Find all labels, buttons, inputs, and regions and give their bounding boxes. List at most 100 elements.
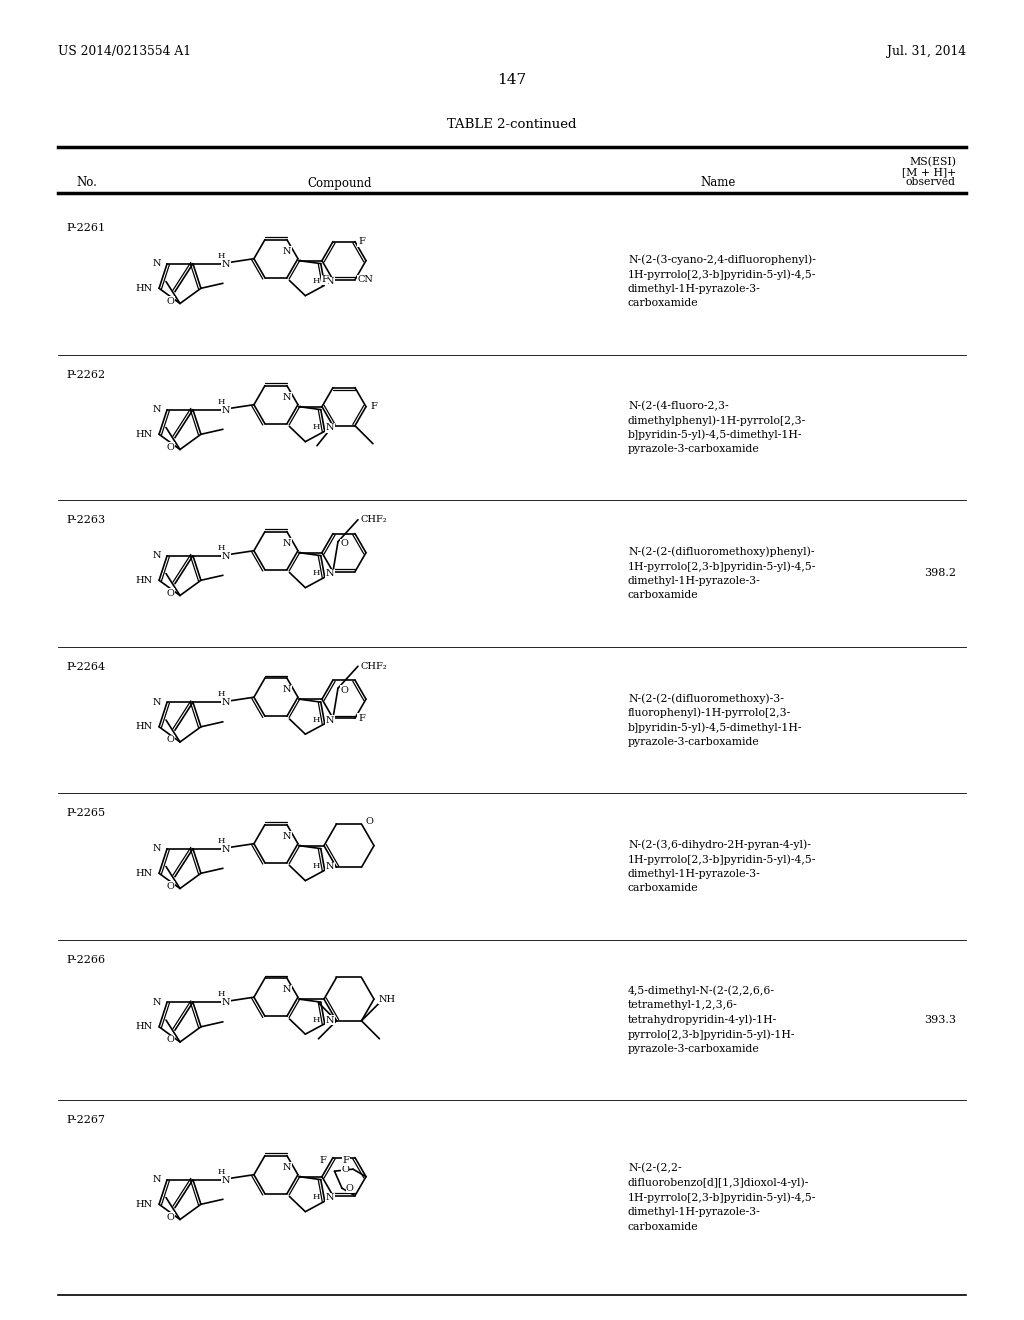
Text: CHF₂: CHF₂: [361, 515, 388, 524]
Text: O: O: [341, 1164, 349, 1173]
Text: P-2265: P-2265: [66, 808, 105, 818]
Text: O: O: [167, 1035, 175, 1044]
Text: N: N: [326, 277, 334, 286]
Text: H: H: [312, 424, 319, 432]
Text: dimethyl-1H-pyrazole-3-: dimethyl-1H-pyrazole-3-: [628, 869, 761, 879]
Text: P-2261: P-2261: [66, 223, 105, 234]
Text: O: O: [167, 442, 175, 451]
Text: N: N: [283, 685, 291, 694]
Text: [M + H]+: [M + H]+: [902, 168, 956, 177]
Text: 1H-pyrrolo[2,3-b]pyridin-5-yl)-4,5-: 1H-pyrrolo[2,3-b]pyridin-5-yl)-4,5-: [628, 269, 816, 280]
Text: H: H: [217, 690, 224, 698]
Text: N: N: [222, 998, 230, 1007]
Text: 147: 147: [498, 73, 526, 87]
Text: N: N: [283, 539, 291, 548]
Text: pyrazole-3-carboxamide: pyrazole-3-carboxamide: [628, 445, 760, 454]
Text: H: H: [312, 1193, 319, 1201]
Text: 1H-pyrrolo[2,3-b]pyridin-5-yl)-4,5-: 1H-pyrrolo[2,3-b]pyridin-5-yl)-4,5-: [628, 1192, 816, 1203]
Text: N: N: [283, 832, 291, 841]
Text: N-(2-(3-cyano-2,4-difluorophenyl)-: N-(2-(3-cyano-2,4-difluorophenyl)-: [628, 255, 816, 265]
Text: dimethyl-1H-pyrazole-3-: dimethyl-1H-pyrazole-3-: [628, 284, 761, 294]
Text: tetrahydropyridin-4-yl)-1H-: tetrahydropyridin-4-yl)-1H-: [628, 1015, 777, 1026]
Text: pyrazole-3-carboxamide: pyrazole-3-carboxamide: [628, 737, 760, 747]
Text: N: N: [153, 259, 161, 268]
Text: HN: HN: [135, 430, 153, 438]
Text: 393.3: 393.3: [924, 1015, 956, 1026]
Text: O: O: [366, 817, 374, 826]
Text: O: O: [167, 882, 175, 891]
Text: N: N: [153, 552, 161, 560]
Text: N: N: [283, 247, 291, 256]
Text: HN: HN: [135, 869, 153, 878]
Text: N-(2-(3,6-dihydro-2H-pyran-4-yl)-: N-(2-(3,6-dihydro-2H-pyran-4-yl)-: [628, 840, 811, 850]
Text: H: H: [217, 544, 224, 552]
Text: 4,5-dimethyl-N-(2-(2,2,6,6-: 4,5-dimethyl-N-(2-(2,2,6,6-: [628, 986, 775, 997]
Text: dimethyl-1H-pyrazole-3-: dimethyl-1H-pyrazole-3-: [628, 1206, 761, 1217]
Text: F: F: [358, 714, 365, 722]
Text: N: N: [326, 424, 334, 432]
Text: CHF₂: CHF₂: [361, 661, 388, 671]
Text: N-(2-(2-(difluoromethoxy)phenyl)-: N-(2-(2-(difluoromethoxy)phenyl)-: [628, 546, 814, 557]
Text: N: N: [153, 998, 161, 1007]
Text: pyrazole-3-carboxamide: pyrazole-3-carboxamide: [628, 1044, 760, 1053]
Text: N-(2-(4-fluoro-2,3-: N-(2-(4-fluoro-2,3-: [628, 400, 729, 411]
Text: N: N: [326, 862, 334, 871]
Text: N: N: [283, 985, 291, 994]
Text: carboxamide: carboxamide: [628, 298, 698, 309]
Text: H: H: [312, 277, 319, 285]
Text: N: N: [326, 715, 334, 725]
Text: N: N: [326, 569, 334, 578]
Text: carboxamide: carboxamide: [628, 1221, 698, 1232]
Text: P-2264: P-2264: [66, 663, 105, 672]
Text: dimethyl-1H-pyrazole-3-: dimethyl-1H-pyrazole-3-: [628, 576, 761, 586]
Text: N: N: [326, 1016, 334, 1024]
Text: H: H: [312, 1016, 319, 1024]
Text: H: H: [217, 397, 224, 405]
Text: pyrrolo[2,3-b]pyridin-5-yl)-1H-: pyrrolo[2,3-b]pyridin-5-yl)-1H-: [628, 1030, 796, 1040]
Text: 1H-pyrrolo[2,3-b]pyridin-5-yl)-4,5-: 1H-pyrrolo[2,3-b]pyridin-5-yl)-4,5-: [628, 561, 816, 572]
Text: HN: HN: [135, 284, 153, 293]
Text: HN: HN: [135, 722, 153, 731]
Text: HN: HN: [135, 576, 153, 585]
Text: CN: CN: [358, 275, 374, 284]
Text: 398.2: 398.2: [924, 569, 956, 578]
Text: b]pyridin-5-yl)-4,5-dimethyl-1H-: b]pyridin-5-yl)-4,5-dimethyl-1H-: [628, 429, 803, 440]
Text: H: H: [312, 715, 319, 723]
Text: dimethylphenyl)-1H-pyrrolo[2,3-: dimethylphenyl)-1H-pyrrolo[2,3-: [628, 414, 806, 425]
Text: MS(ESI): MS(ESI): [909, 157, 956, 168]
Text: NH: NH: [379, 995, 396, 1003]
Text: N: N: [326, 1193, 334, 1203]
Text: N: N: [222, 552, 230, 561]
Text: H: H: [217, 990, 224, 998]
Text: HN: HN: [135, 1022, 153, 1031]
Text: fluorophenyl)-1H-pyrrolo[2,3-: fluorophenyl)-1H-pyrrolo[2,3-: [628, 708, 792, 718]
Text: H: H: [312, 862, 319, 870]
Text: N-(2-(2-(difluoromethoxy)-3-: N-(2-(2-(difluoromethoxy)-3-: [628, 693, 784, 704]
Text: H: H: [312, 569, 319, 577]
Text: O: O: [167, 1213, 175, 1222]
Text: N: N: [222, 698, 230, 708]
Text: N: N: [153, 405, 161, 414]
Text: N: N: [222, 260, 230, 269]
Text: carboxamide: carboxamide: [628, 883, 698, 894]
Text: F: F: [370, 403, 377, 411]
Text: H: H: [217, 252, 224, 260]
Text: N: N: [222, 1176, 230, 1185]
Text: P-2262: P-2262: [66, 370, 105, 380]
Text: F: F: [342, 1156, 349, 1166]
Text: 1H-pyrrolo[2,3-b]pyridin-5-yl)-4,5-: 1H-pyrrolo[2,3-b]pyridin-5-yl)-4,5-: [628, 854, 816, 865]
Text: US 2014/0213554 A1: US 2014/0213554 A1: [58, 45, 191, 58]
Text: Compound: Compound: [308, 177, 373, 190]
Text: No.: No.: [76, 177, 97, 190]
Text: F: F: [358, 238, 365, 246]
Text: O: O: [346, 1184, 354, 1193]
Text: H: H: [217, 1168, 224, 1176]
Text: N-(2-(2,2-: N-(2-(2,2-: [628, 1163, 682, 1173]
Text: P-2263: P-2263: [66, 515, 105, 525]
Text: N: N: [153, 845, 161, 853]
Text: O: O: [341, 539, 349, 548]
Text: observed: observed: [906, 177, 956, 187]
Text: carboxamide: carboxamide: [628, 590, 698, 601]
Text: b]pyridin-5-yl)-4,5-dimethyl-1H-: b]pyridin-5-yl)-4,5-dimethyl-1H-: [628, 722, 803, 733]
Text: Jul. 31, 2014: Jul. 31, 2014: [887, 45, 966, 58]
